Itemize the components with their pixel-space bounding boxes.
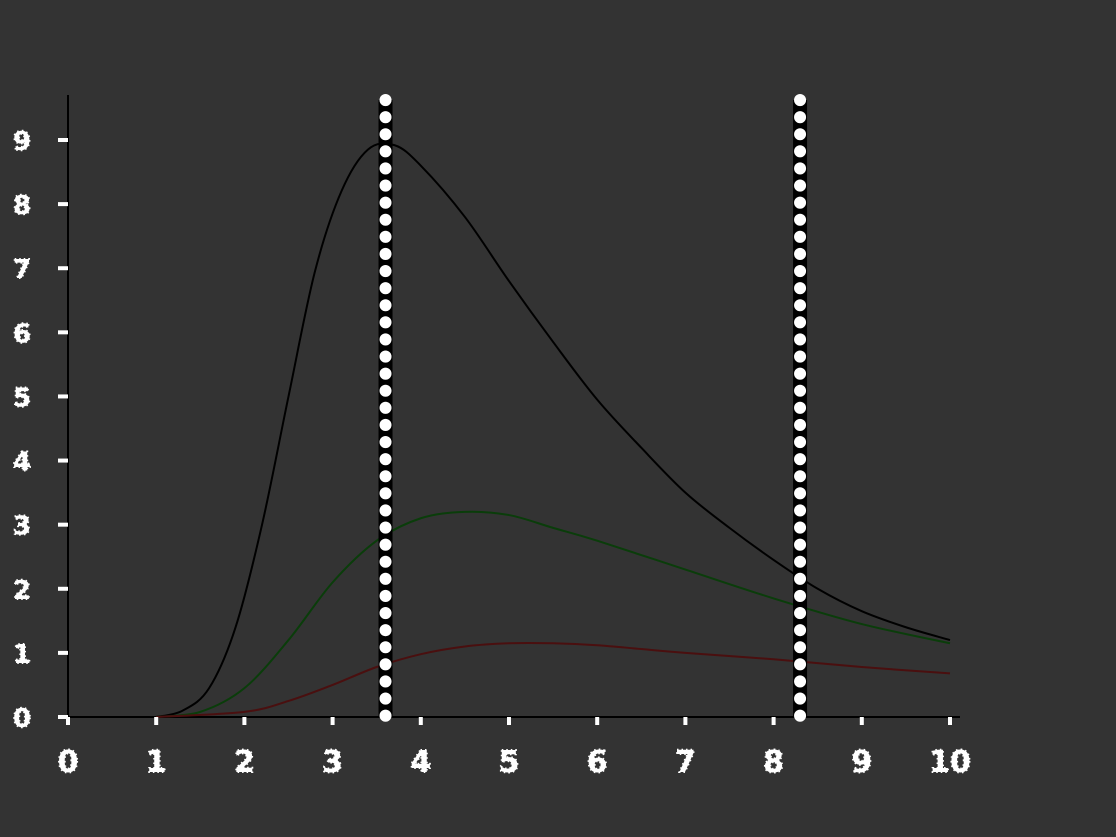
x-tick-label: 10 (929, 745, 971, 780)
x-tick-label: 8 (763, 745, 784, 780)
y-tick-label: 1 (13, 640, 31, 670)
y-tick-label: 3 (13, 512, 31, 542)
series-layer (155, 142, 951, 718)
x-tick-label: 3 (322, 745, 343, 780)
x-tick-label: 4 (410, 745, 431, 780)
x-tick-label: 1 (146, 745, 167, 780)
tick-labels: 0 1 2 3 4 5 6 7 8 9 10 0 1 2 3 4 5 6 7 8 9 (12, 126, 972, 781)
y-tick-label: 4 (13, 448, 31, 478)
y-tick-label: 5 (13, 383, 31, 413)
y-tick-label: 9 (13, 127, 31, 157)
vertical-marker-lines (378, 94, 808, 723)
y-tick-label: 0 (13, 704, 31, 734)
y-tick-label: 8 (13, 191, 31, 221)
y-tick-label: 2 (13, 576, 31, 606)
x-tick-label: 2 (234, 745, 255, 780)
y-tick-label: 6 (13, 319, 31, 349)
series-line-2 (156, 510, 951, 718)
y-tick-label: 7 (13, 255, 31, 285)
axes (67, 95, 960, 718)
x-tick-label: 6 (587, 745, 608, 780)
x-tick-label: 7 (675, 745, 696, 780)
series-line-1 (155, 142, 951, 718)
x-tick-label: 9 (851, 745, 872, 780)
x-tick-label: 0 (58, 745, 79, 780)
series-line-3 (156, 641, 951, 718)
x-tick-label: 5 (499, 745, 520, 780)
